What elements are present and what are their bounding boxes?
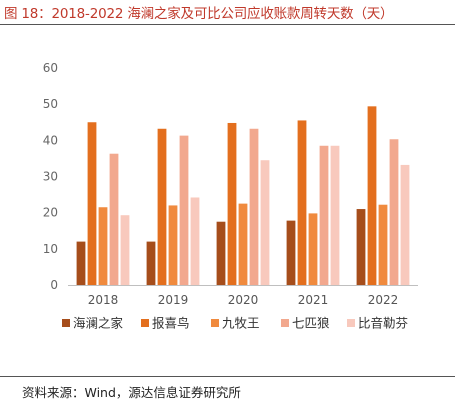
y-tick-label: 30 bbox=[43, 170, 58, 184]
legend-label: 海澜之家 bbox=[73, 316, 124, 331]
bar bbox=[260, 160, 270, 285]
y-tick-label: 0 bbox=[50, 278, 58, 292]
bar bbox=[308, 213, 318, 285]
bar bbox=[238, 203, 248, 285]
bar bbox=[297, 120, 307, 285]
legend-label: 七匹狼 bbox=[292, 316, 330, 331]
bar bbox=[179, 135, 189, 285]
figure-title: 图 18：2018-2022 海澜之家及可比公司应收账款周转天数（天） bbox=[4, 6, 394, 22]
legend-label: 比音勒芬 bbox=[358, 316, 409, 331]
y-tick-label: 50 bbox=[43, 97, 58, 111]
y-tick-label: 20 bbox=[43, 206, 58, 220]
x-tick-label: 2019 bbox=[158, 293, 189, 307]
bar bbox=[286, 220, 296, 285]
bar bbox=[356, 209, 366, 285]
source-note: 资料来源：Wind，源达信息证券研究所 bbox=[22, 385, 241, 400]
y-tick-label: 40 bbox=[43, 133, 58, 147]
bar bbox=[98, 207, 108, 285]
bar bbox=[330, 145, 340, 285]
legend-swatch bbox=[211, 319, 219, 327]
top-rule bbox=[0, 24, 455, 25]
bars bbox=[76, 106, 410, 286]
bar bbox=[249, 128, 259, 285]
x-tick-label: 2021 bbox=[298, 293, 329, 307]
legend-label: 报喜鸟 bbox=[152, 316, 190, 331]
bottom-rule bbox=[0, 376, 455, 377]
bar bbox=[168, 205, 178, 285]
x-tick-label: 2020 bbox=[228, 293, 259, 307]
bar bbox=[319, 145, 329, 285]
legend-label: 九牧王 bbox=[222, 316, 260, 331]
bar bbox=[389, 139, 399, 285]
bar bbox=[157, 128, 167, 285]
legend-swatch bbox=[281, 319, 289, 327]
bar bbox=[87, 122, 97, 285]
bar bbox=[146, 241, 156, 285]
bar bbox=[76, 241, 86, 285]
bar-chart: 0 10 20 30 40 50 60 2018 2019 2020 2021 2022 海澜之家 报… bbox=[43, 61, 418, 331]
bar bbox=[227, 122, 237, 286]
y-axis: 0 10 20 30 40 50 60 bbox=[43, 61, 58, 292]
bar bbox=[216, 221, 226, 285]
legend-swatch bbox=[347, 319, 355, 327]
bar bbox=[400, 164, 410, 285]
y-tick-label: 10 bbox=[43, 242, 58, 256]
x-axis: 2018 2019 2020 2021 2022 bbox=[88, 293, 399, 307]
legend: 海澜之家 报喜鸟 九牧王 七匹狼 比音勒芬 bbox=[62, 316, 409, 331]
x-tick-label: 2022 bbox=[368, 293, 399, 307]
bar bbox=[190, 197, 200, 285]
bar bbox=[367, 106, 377, 285]
legend-swatch bbox=[62, 319, 70, 327]
legend-swatch bbox=[141, 319, 149, 327]
x-tick-label: 2018 bbox=[88, 293, 119, 307]
bar bbox=[109, 153, 119, 285]
bar bbox=[378, 204, 388, 285]
bar bbox=[120, 215, 130, 285]
y-tick-label: 60 bbox=[43, 61, 58, 75]
